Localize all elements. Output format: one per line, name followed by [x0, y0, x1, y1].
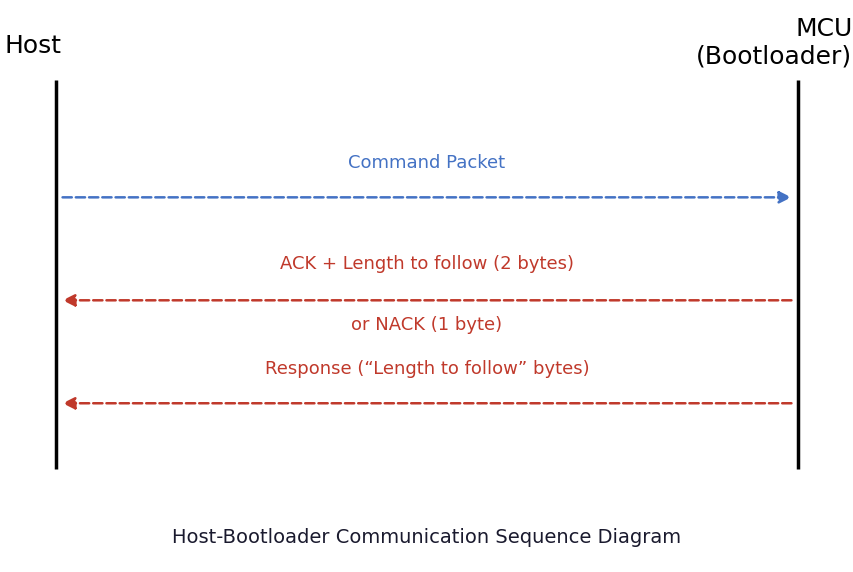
Text: ACK + Length to follow (2 bytes): ACK + Length to follow (2 bytes) — [280, 256, 573, 273]
Text: MCU
(Bootloader): MCU (Bootloader) — [695, 17, 851, 69]
Text: or NACK (1 byte): or NACK (1 byte) — [351, 316, 502, 334]
Text: Host-Bootloader Communication Sequence Diagram: Host-Bootloader Communication Sequence D… — [172, 528, 681, 547]
Text: Command Packet: Command Packet — [348, 154, 505, 172]
Text: Response (“Length to follow” bytes): Response (“Length to follow” bytes) — [264, 360, 589, 378]
Text: Host: Host — [4, 34, 61, 58]
